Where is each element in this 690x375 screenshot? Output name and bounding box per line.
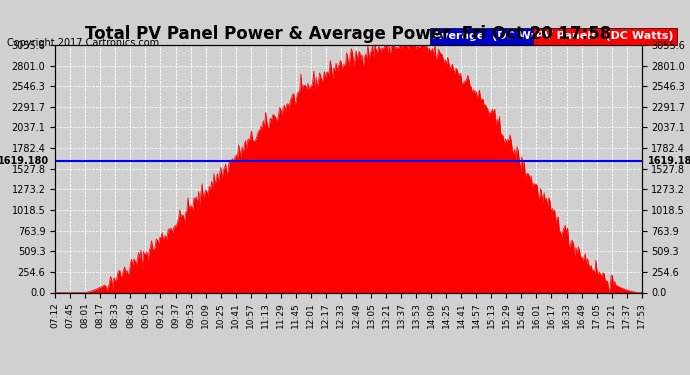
Text: PV Panels  (DC Watts): PV Panels (DC Watts)	[536, 32, 673, 41]
Text: Copyright 2017 Cartronics.com: Copyright 2017 Cartronics.com	[7, 38, 159, 48]
Text: 1619.180: 1619.180	[648, 156, 690, 166]
Text: 1619.180: 1619.180	[0, 156, 50, 166]
Title: Total PV Panel Power & Average Power  Fri Oct 20 17:58: Total PV Panel Power & Average Power Fri…	[86, 26, 611, 44]
Text: Average  (DC Watts): Average (DC Watts)	[433, 32, 560, 41]
